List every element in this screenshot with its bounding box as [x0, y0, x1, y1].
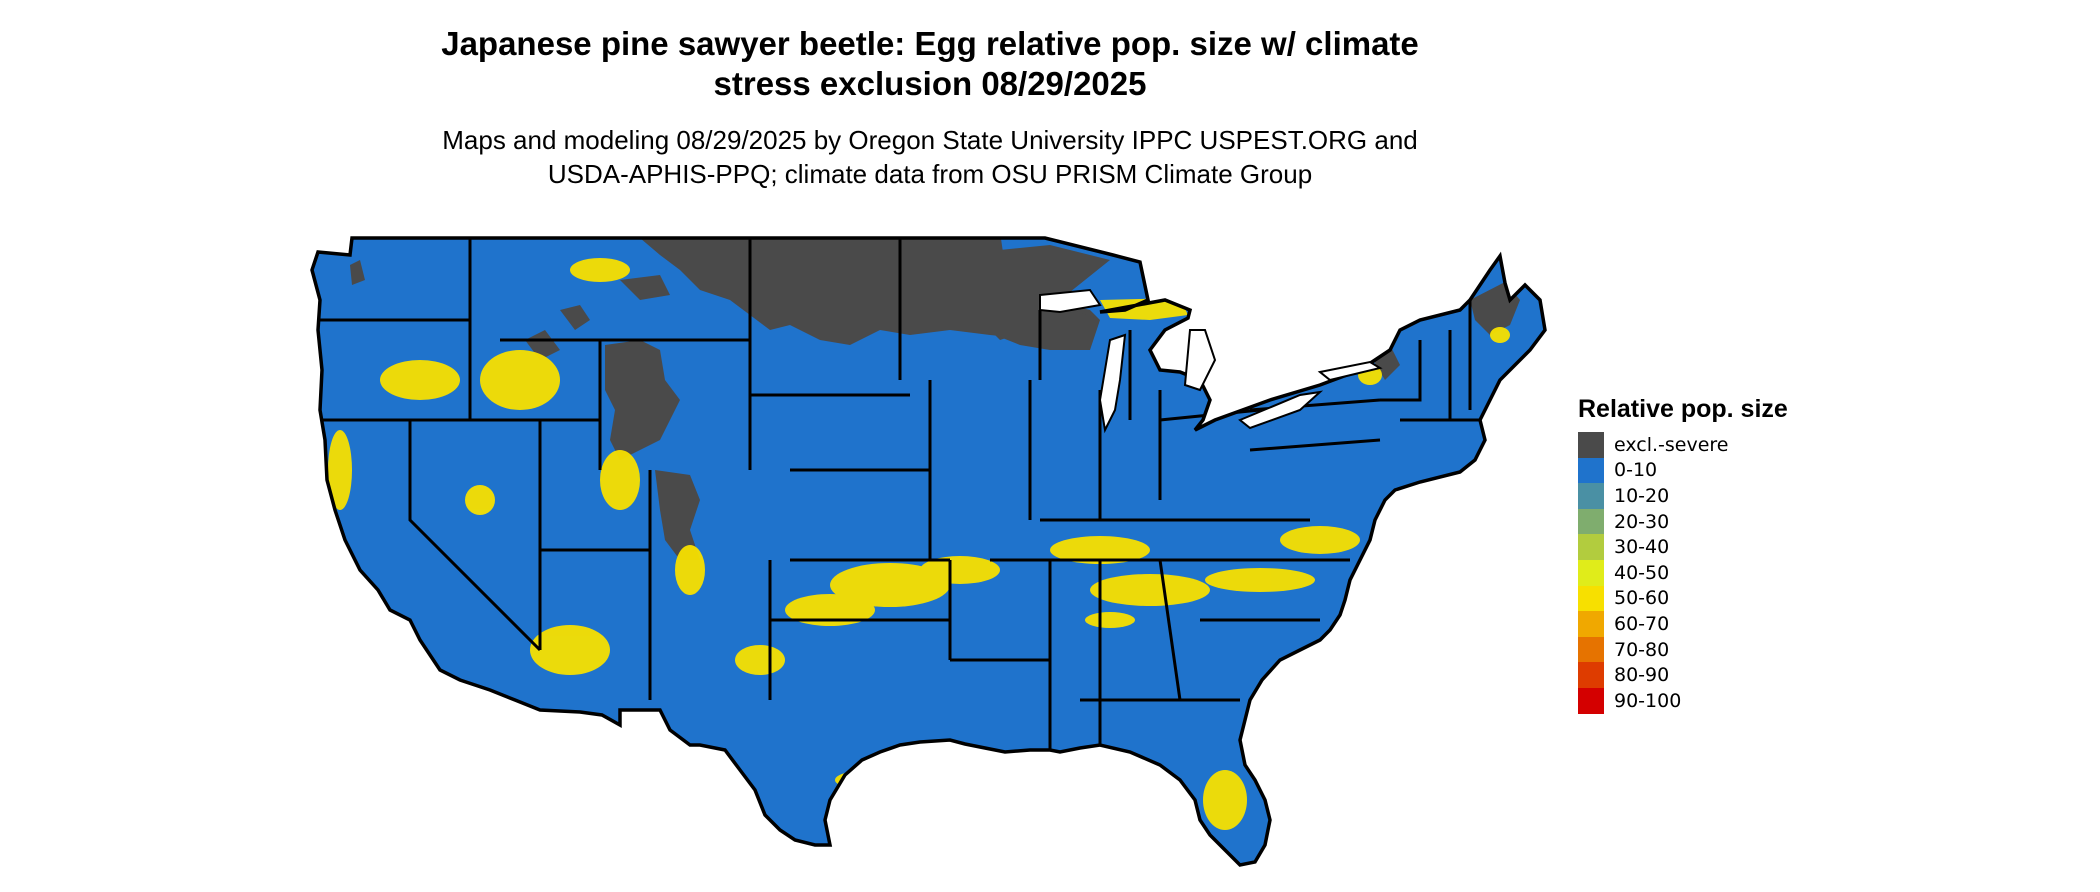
hotspot-regions: [328, 258, 1510, 830]
map-subtitle-line-2: USDA-APHIS-PPQ; climate data from OSU PR…: [547, 159, 1313, 189]
border-nv-ca: [408, 420, 542, 652]
legend-label: excl.-severe: [1614, 433, 1729, 456]
legend-label: 0-10: [1614, 459, 1658, 482]
legend-label: 10-20: [1614, 484, 1670, 507]
legend-title: Relative pop. size: [1578, 395, 1788, 423]
excluded-regions: [350, 238, 1520, 560]
legend-swatch: [1578, 611, 1604, 637]
excluded-wisconsin-north: [990, 300, 1100, 350]
excluded-washington: [350, 260, 365, 285]
hotspot-alabama: [1085, 612, 1135, 628]
state-borders: [320, 238, 1480, 750]
hotspot-kentucky: [1050, 536, 1150, 564]
map-subtitle-line-1: Maps and modeling 08/29/2025 by Oregon S…: [442, 125, 1418, 155]
legend-swatch: [1578, 432, 1604, 458]
hotspot-maine-coast: [1490, 327, 1510, 343]
legend-label: 30-40: [1614, 536, 1670, 559]
legend-item: 40-50: [1578, 559, 1898, 586]
border-ny-east: [1380, 340, 1422, 402]
hotspot-new-mexico: [675, 545, 705, 595]
legend-label: 50-60: [1614, 587, 1670, 610]
hotspot-west-texas: [735, 645, 785, 675]
legend-item: 50-60: [1578, 585, 1898, 612]
hotspot-tennessee: [1090, 574, 1210, 606]
hotspot-california-coast: [328, 430, 352, 510]
hotspot-utah: [600, 450, 640, 510]
excluded-wyoming: [605, 340, 680, 460]
legend-item: 20-30: [1578, 508, 1898, 535]
legend-label: 80-90: [1614, 664, 1670, 687]
excluded-colorado: [655, 470, 700, 560]
legend-swatch: [1578, 585, 1604, 612]
legend: Relative pop. size excl.-severe 0-10 10-20…: [1578, 394, 1898, 714]
border-ga-east: [1158, 559, 1182, 701]
legend-item: 90-100: [1578, 687, 1898, 714]
great-lakes: [1039, 288, 1383, 434]
border-pa-south: [1249, 438, 1381, 452]
legend-item: 30-40: [1578, 534, 1898, 560]
lake-michigan: [1098, 333, 1127, 434]
excluded-montana-2: [560, 305, 590, 330]
legend-swatch: [1578, 508, 1604, 535]
hotspot-virginia: [1280, 526, 1360, 554]
legend-label: 90-100: [1614, 689, 1682, 712]
legend-item: 0-10: [1578, 457, 1898, 484]
map-overlays: [320, 238, 1520, 830]
legend-swatch: [1578, 534, 1604, 560]
legend-swatch: [1578, 636, 1604, 663]
lake-superior: [1039, 288, 1102, 314]
map-title-line-1: Japanese pine sawyer beetle: Egg relativ…: [441, 25, 1419, 62]
map-subtitle: Maps and modeling 08/29/2025 by Oregon S…: [330, 123, 1530, 191]
legend-label: 40-50: [1614, 561, 1670, 584]
legend-item: 80-90: [1578, 662, 1898, 688]
lake-huron: [1183, 329, 1217, 392]
hotspot-upper-peninsula: [1100, 298, 1188, 320]
excluded-montana-3: [620, 275, 670, 300]
legend-label: 20-30: [1614, 510, 1670, 533]
map-title-line-2: stress exclusion 08/29/2025: [713, 65, 1147, 102]
hotspot-nevada: [465, 485, 495, 515]
legend-item: 60-70: [1578, 611, 1898, 637]
legend-item: 10-20: [1578, 483, 1898, 509]
legend-item: 70-80: [1578, 636, 1898, 663]
lake-ontario: [1317, 360, 1383, 382]
legend-label: 70-80: [1614, 638, 1670, 661]
map-title: Japanese pine sawyer beetle: Egg relativ…: [330, 24, 1530, 104]
hotspot-oregon: [380, 360, 460, 400]
hotspot-ozarks-south: [830, 563, 950, 607]
excluded-montana-1: [525, 330, 560, 360]
legend-swatch: [1578, 483, 1604, 509]
legend-swatch: [1578, 687, 1604, 714]
hotspot-ozarks-east: [920, 556, 1000, 584]
legend-item: excl.-severe: [1578, 432, 1898, 458]
legend-swatch: [1578, 662, 1604, 688]
lake-erie: [1238, 390, 1324, 430]
hotspot-montana: [570, 258, 630, 282]
legend-swatch: [1578, 559, 1604, 586]
legend-label: 60-70: [1614, 612, 1670, 635]
hotspot-appalachia: [1205, 568, 1315, 592]
hotspot-florida: [1203, 770, 1247, 830]
hotspot-oklahoma: [785, 594, 875, 626]
hotspot-arizona: [530, 625, 610, 675]
legend-items: excl.-severe 0-10 10-20 20-30 30-40 40-50 50-6…: [1578, 432, 1898, 714]
hotspot-idaho: [480, 350, 560, 410]
legend-swatch: [1578, 457, 1604, 484]
